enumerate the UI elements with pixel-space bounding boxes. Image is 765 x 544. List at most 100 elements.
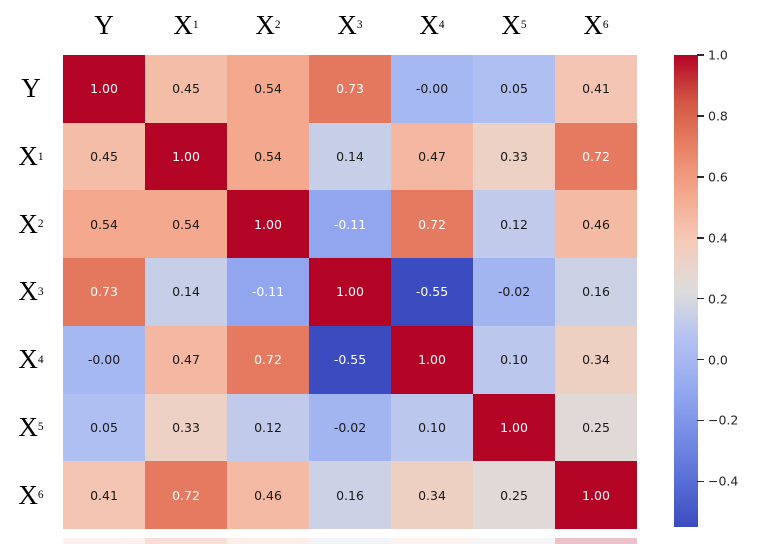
cell-X6-X2: 0.46 (227, 461, 309, 529)
cell-X4-X6: 0.34 (555, 325, 637, 394)
cell-X5-X6: 0.25 (555, 393, 637, 462)
cell-X3-X6: 0.16 (555, 258, 637, 326)
colorbar-tick-mark-0.8 (697, 115, 704, 117)
cell-X3-X4: -0.55 (391, 258, 473, 326)
colorbar-tick-mark-0.6 (697, 176, 704, 178)
cell-X5-X5: 1.00 (473, 393, 555, 462)
cell-X5-X1: 0.33 (145, 393, 227, 462)
cell-Y-X3: 0.73 (309, 55, 391, 123)
colorbar: 1.0 0.8 0.6 0.4 0.2 0.0 −0.2 −0.4 (674, 48, 738, 527)
cell-X6-X1: 0.72 (145, 461, 227, 529)
cell-X5-Y: 0.05 (63, 393, 145, 462)
cell-X4-X1: 0.47 (145, 325, 227, 394)
cropped-strip-segment (227, 538, 309, 544)
variable-name: X (18, 479, 38, 510)
variable-name: X (18, 208, 38, 239)
cell-X1-X2: 0.54 (227, 122, 309, 191)
cell-Y-X5: 0.05 (473, 55, 555, 123)
cropped-strip-segment (473, 538, 555, 544)
cell-X1-Y: 0.45 (63, 122, 145, 191)
cropped-strip-segment (145, 538, 227, 544)
cell-X4-X4: 1.00 (391, 325, 473, 394)
colorbar-tick-label: 0.6 (708, 169, 728, 185)
colorbar-tick-label: 0.8 (708, 108, 728, 124)
variable-name: Y (94, 9, 114, 40)
variable-name: X (18, 344, 38, 375)
cell-X6-X3: 0.16 (309, 461, 391, 529)
cell-X1-X5: 0.33 (473, 122, 555, 191)
colorbar-tick-mark-0.0 (697, 358, 704, 361)
cell-X3-X3: 1.00 (309, 258, 391, 326)
cell-X2-X3: -0.11 (309, 190, 391, 259)
cropped-next-row-strip (63, 538, 637, 544)
cell-X3-X1: 0.14 (145, 258, 227, 326)
colorbar-tick-label: −0.4 (708, 473, 739, 489)
colorbar-tick-mark-1.0 (697, 54, 704, 56)
colorbar-tick-label: 1.0 (708, 47, 728, 63)
cell-X4-X5: 0.10 (473, 325, 555, 394)
variable-name: X (173, 9, 193, 40)
cell-X6-X4: 0.34 (391, 461, 473, 529)
cell-X1-X3: 0.14 (309, 122, 391, 191)
cell-X5-X4: 0.10 (391, 393, 473, 462)
cell-X3-X2: -0.11 (227, 258, 309, 326)
colorbar-tick-mark-0.4 (697, 236, 704, 239)
cell-X5-X2: 0.12 (227, 393, 309, 462)
colorbar-tick-label: 0.4 (708, 230, 728, 246)
colorbar-tick-label: −0.2 (708, 412, 739, 428)
cell-X4-Y: -0.00 (63, 325, 145, 394)
variable-name: X (18, 276, 38, 307)
cell-Y-X2: 0.54 (227, 55, 309, 123)
variable-name: X (501, 9, 521, 40)
variable-name: X (419, 9, 439, 40)
heatmap-grid: 1.00 0.45 0.54 0.73 -0.00 0.05 0.41 0.45 1.00 0.5… (63, 55, 637, 529)
cell-Y-X6: 0.41 (555, 55, 637, 123)
cell-X1-X6: 0.72 (555, 122, 637, 191)
cell-X4-X2: 0.72 (227, 325, 309, 394)
variable-name: X (583, 9, 603, 40)
colorbar-tick-label: 0.0 (708, 352, 728, 368)
col-label-Y: Y (63, 6, 145, 44)
cell-X1-X1: 1.00 (145, 122, 227, 191)
colorbar-tick-mark-−0.2 (697, 419, 704, 422)
row-label-Y: Y (4, 55, 58, 123)
cropped-strip-segment (391, 538, 473, 544)
cropped-strip-segment (555, 538, 637, 544)
cell-X3-Y: 0.73 (63, 258, 145, 326)
cell-X2-X4: 0.72 (391, 190, 473, 259)
cell-X2-X1: 0.54 (145, 190, 227, 259)
cell-X3-X5: -0.02 (473, 258, 555, 326)
colorbar-gradient (674, 55, 698, 527)
cell-X2-X5: 0.12 (473, 190, 555, 259)
cell-X2-X6: 0.46 (555, 190, 637, 259)
colorbar-tick-mark-−0.4 (697, 480, 704, 483)
cell-X6-X5: 0.25 (473, 461, 555, 529)
cell-X6-X6: 1.00 (555, 461, 637, 529)
cell-Y-Y: 1.00 (63, 55, 145, 123)
colorbar-tick-label: 0.2 (708, 291, 728, 307)
variable-name: X (18, 411, 38, 442)
cropped-strip-segment (63, 538, 145, 544)
cell-Y-X1: 0.45 (145, 55, 227, 123)
cell-X4-X3: -0.55 (309, 325, 391, 394)
variable-name: X (18, 141, 38, 172)
cell-X2-X2: 1.00 (227, 190, 309, 259)
colorbar-tick-mark-0.2 (697, 297, 704, 300)
cell-Y-X4: -0.00 (391, 55, 473, 123)
variable-name: X (337, 9, 357, 40)
cell-X2-Y: 0.54 (63, 190, 145, 259)
cell-X6-Y: 0.41 (63, 461, 145, 529)
